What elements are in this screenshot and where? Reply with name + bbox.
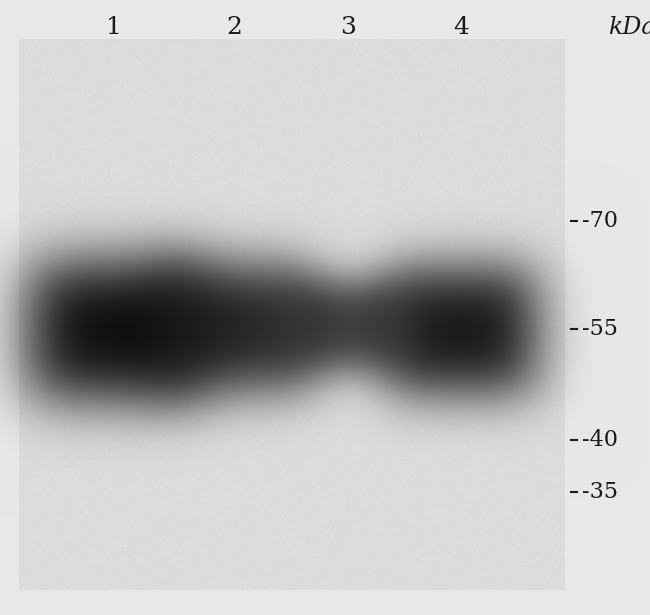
Text: 2: 2	[226, 16, 242, 39]
Text: -40: -40	[582, 429, 618, 451]
Text: kDa: kDa	[608, 16, 650, 39]
Text: 1: 1	[106, 16, 122, 39]
Text: 4: 4	[454, 16, 469, 39]
Text: -55: -55	[582, 318, 618, 340]
Text: -70: -70	[582, 210, 618, 232]
Text: 3: 3	[340, 16, 356, 39]
Text: -35: -35	[582, 481, 618, 503]
